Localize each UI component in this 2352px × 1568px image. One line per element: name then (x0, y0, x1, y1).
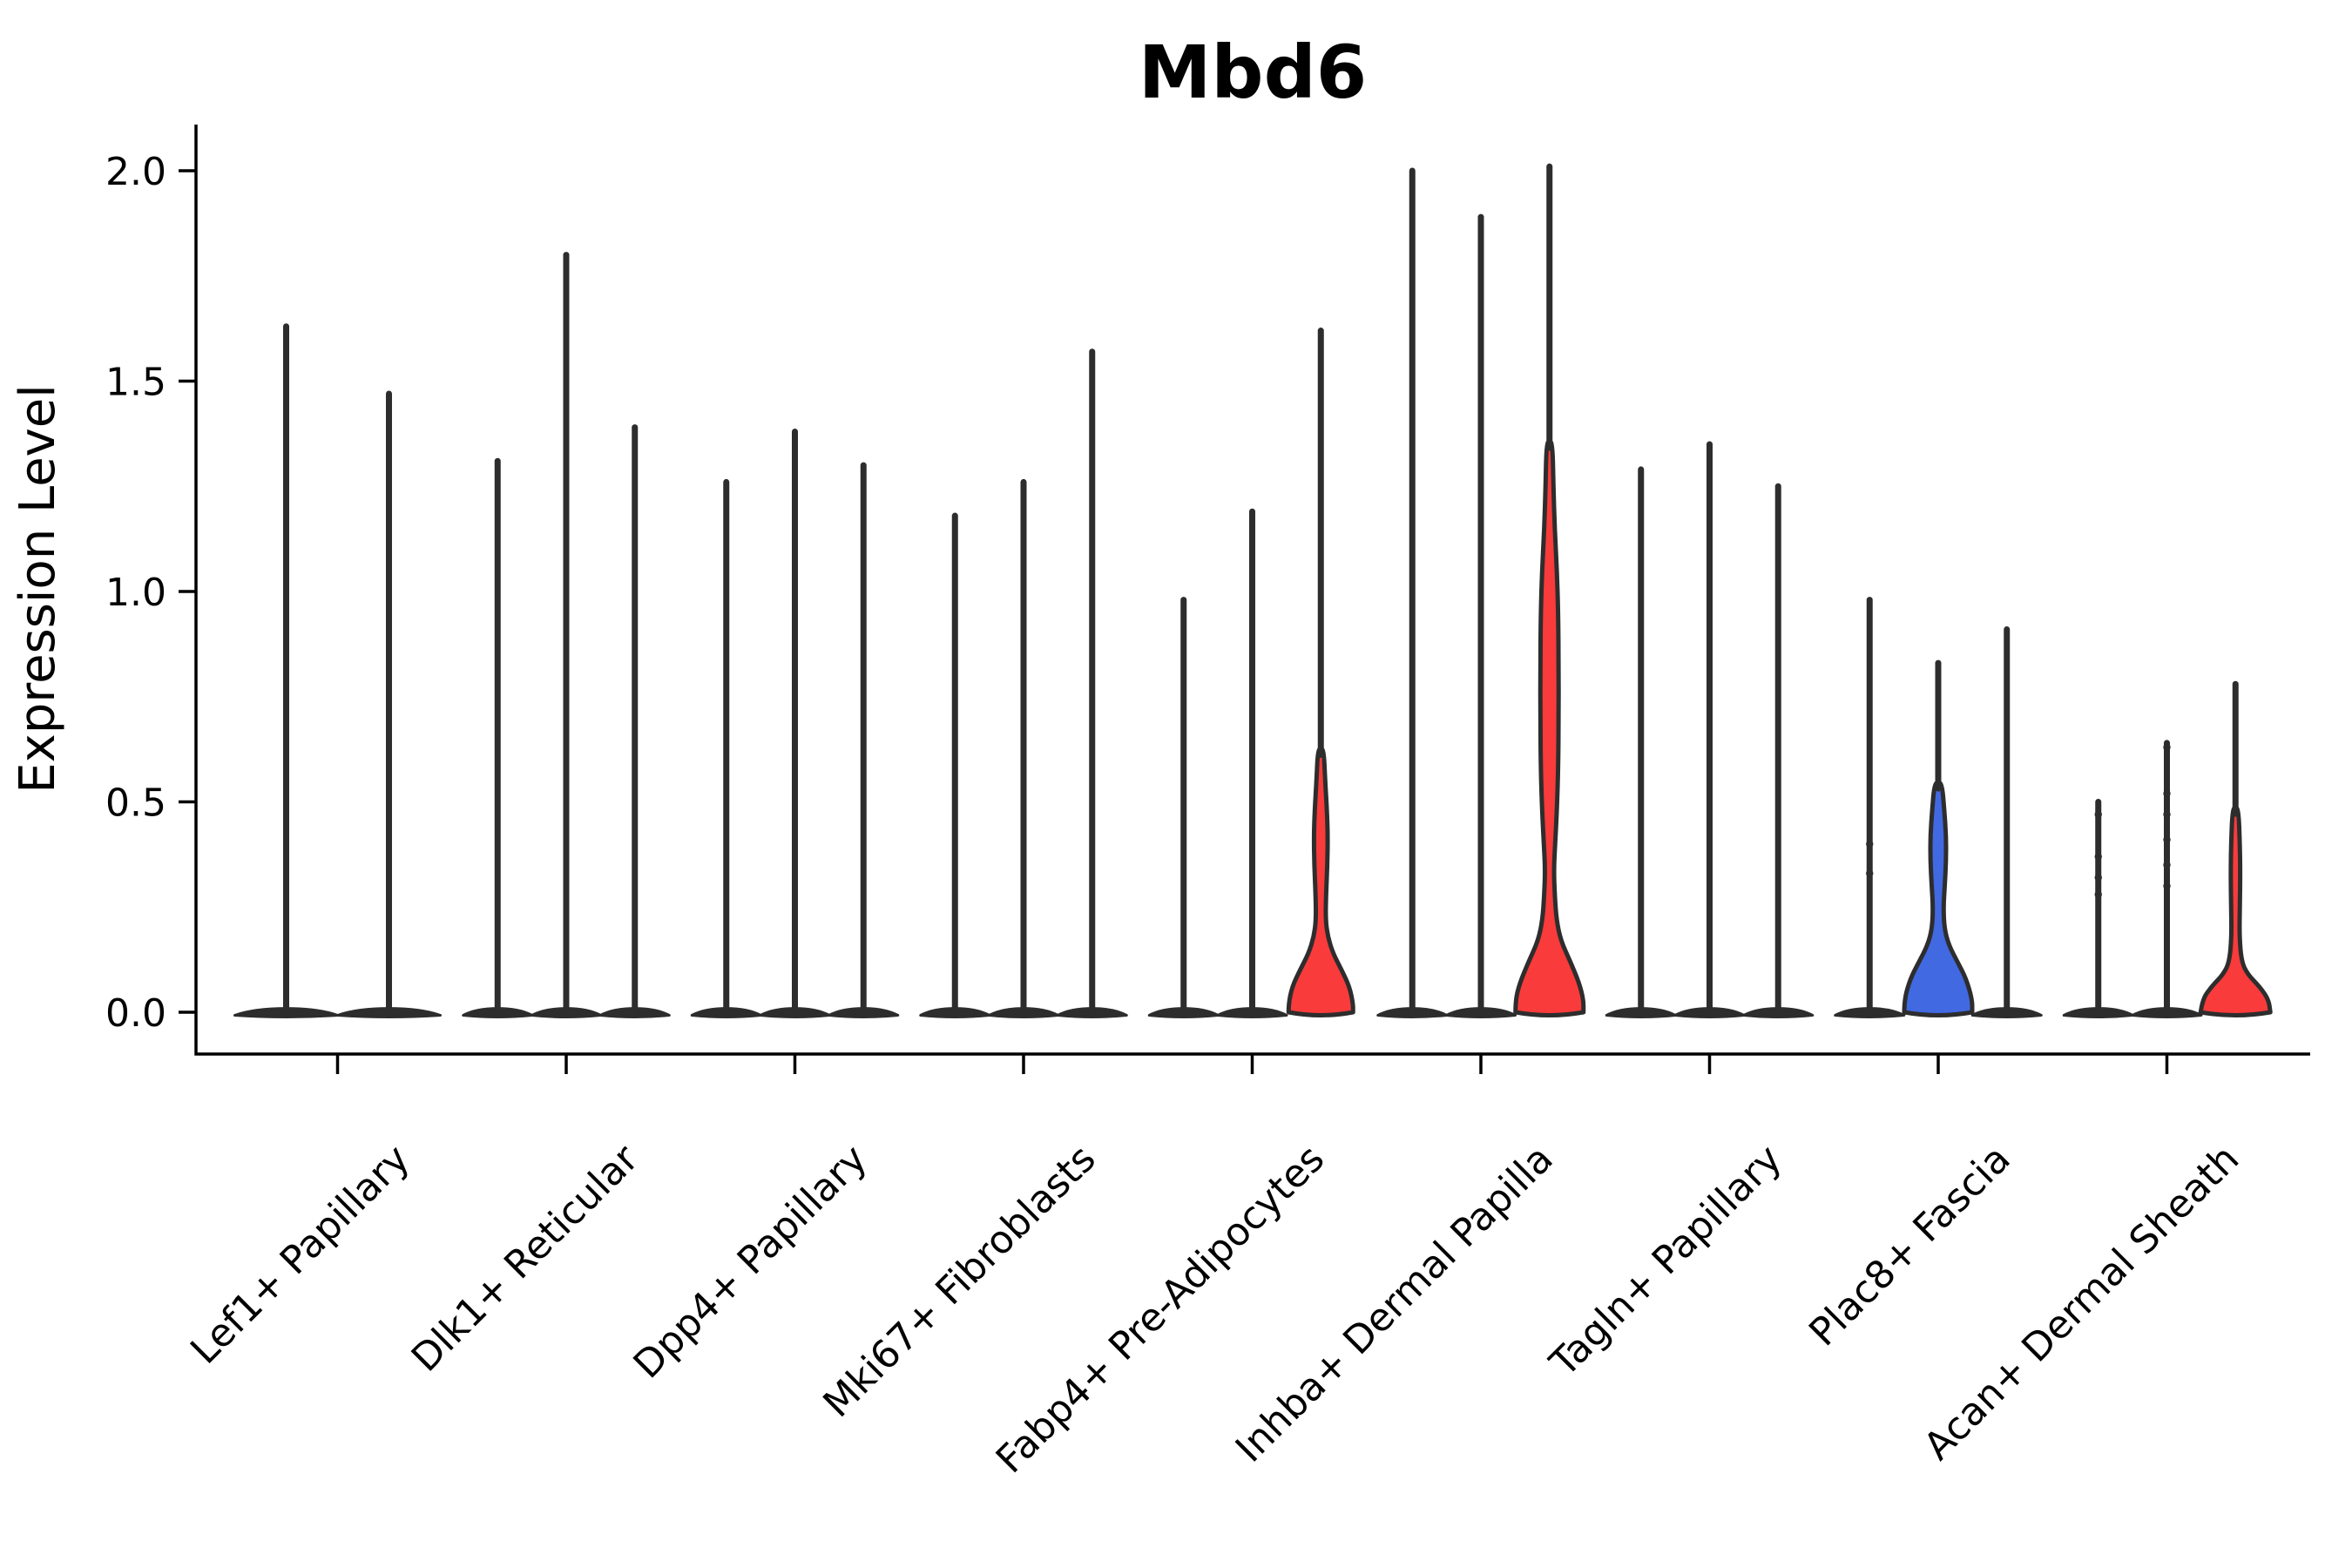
violin-body-blue (1902, 780, 1975, 1017)
data-point (2094, 890, 2102, 898)
y-tick-label: 2.0 (105, 150, 166, 194)
data-point (2163, 810, 2171, 819)
y-tick-label: 1.0 (105, 571, 166, 615)
y-tick-label: 0.5 (105, 781, 166, 826)
data-point (2163, 861, 2171, 869)
x-category-label: Dpp4+ Papillary (625, 1137, 876, 1388)
y-axis-label: Expression Level (10, 384, 66, 794)
violin-body-red (1286, 747, 1355, 1017)
violin-body-red (1513, 439, 1586, 1017)
data-point (2094, 853, 2102, 861)
x-category-label: Tagln+ Papillary (1541, 1137, 1790, 1386)
data-point (1866, 840, 1874, 848)
x-category-label: Lef1+ Papillary (182, 1137, 418, 1373)
data-point (2163, 743, 2171, 751)
data-point (2163, 789, 2171, 798)
data-point (2163, 835, 2171, 844)
data-point (2094, 874, 2102, 882)
x-category-label: Plac8+ Fascia (1801, 1137, 2019, 1355)
axis-spines (194, 125, 2310, 1056)
y-tick-label: 0.0 (105, 991, 166, 1036)
data-point (2163, 882, 2171, 890)
y-tick-label: 1.5 (105, 361, 166, 405)
data-point (1866, 869, 1874, 877)
violin-body-red (2198, 805, 2273, 1017)
plot-title: Mbd6 (1139, 30, 1367, 115)
data-point (2094, 810, 2102, 819)
x-category-label: Dlk1+ Reticular (403, 1136, 648, 1381)
